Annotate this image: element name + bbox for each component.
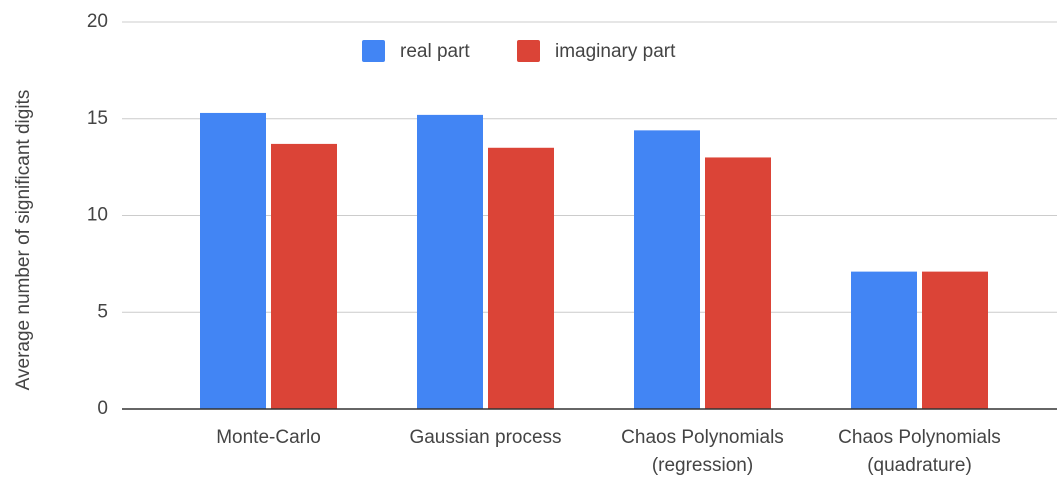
x-tick-label: Gaussian process xyxy=(409,427,561,448)
y-tick-label: 5 xyxy=(97,301,108,322)
bar xyxy=(200,112,266,409)
x-tick-label: Monte-Carlo xyxy=(216,427,321,448)
y-tick-label: 10 xyxy=(87,205,108,226)
x-tick-label: Chaos Polynomials (quadrature) xyxy=(838,427,1001,476)
bar xyxy=(417,114,483,409)
bar xyxy=(634,130,700,410)
bar xyxy=(851,271,917,409)
bar xyxy=(705,157,771,409)
legend-swatch xyxy=(362,40,385,62)
y-tick-label: 20 xyxy=(87,11,108,32)
bar xyxy=(922,271,988,409)
y-axis-label: Average number of significant digits xyxy=(13,90,34,391)
legend-label: imaginary part xyxy=(555,41,676,62)
y-tick-label: 15 xyxy=(87,108,108,129)
bar xyxy=(488,147,554,409)
y-tick-label: 0 xyxy=(97,398,108,419)
bar xyxy=(271,143,337,409)
legend-swatch xyxy=(517,40,540,62)
legend-label: real part xyxy=(400,41,470,62)
x-tick-label: Chaos Polynomials (regression) xyxy=(621,427,784,476)
